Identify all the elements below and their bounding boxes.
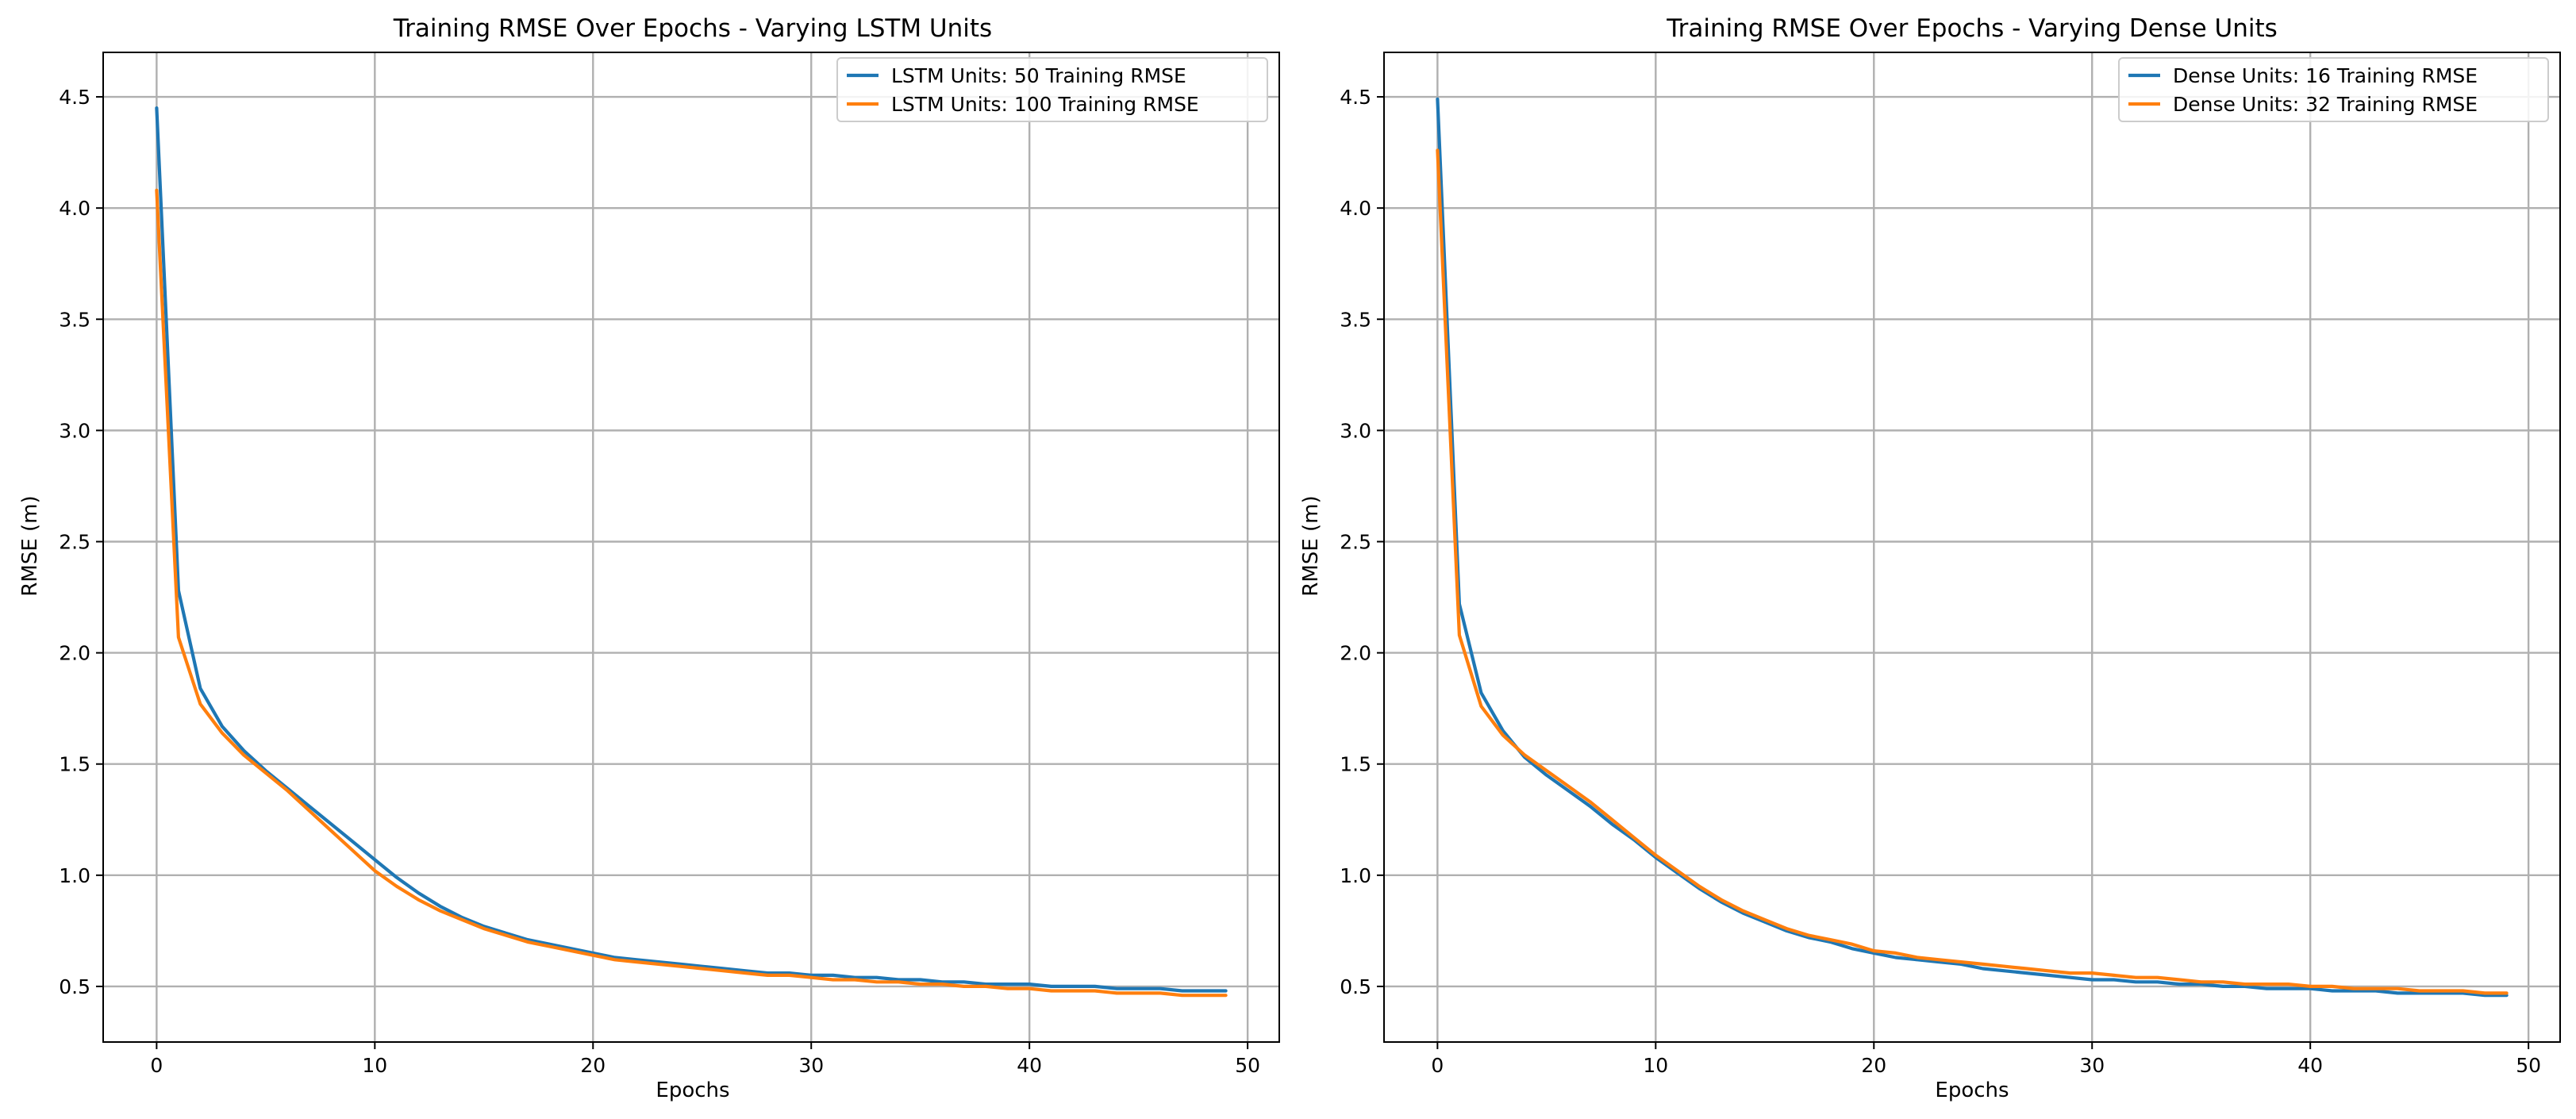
legend: Dense Units: 16 Training RMSE Dense Units… xyxy=(2118,57,2549,122)
x-tick-label: 30 xyxy=(2079,1054,2105,1077)
legend-label-2: Dense Units: 32 Training RMSE xyxy=(2173,93,2478,116)
y-axis-label: RMSE (m) xyxy=(18,495,42,596)
y-tick-label: 4.5 xyxy=(1340,86,1371,109)
x-axis-label: Epochs xyxy=(1935,1079,2009,1102)
y-tick-label: 3.5 xyxy=(59,308,90,331)
x-tick-label: 0 xyxy=(1431,1054,1444,1077)
y-axis-label: RMSE (m) xyxy=(1299,495,1323,596)
y-tick-label: 2.0 xyxy=(1340,642,1371,665)
y-tick-label: 2.5 xyxy=(1340,530,1371,553)
x-tick-label: 50 xyxy=(2516,1054,2541,1077)
legend-label-1: LSTM Units: 50 Training RMSE xyxy=(891,64,1186,87)
y-tick-label: 0.5 xyxy=(59,975,90,998)
chart-lstm-units: Training RMSE Over Epochs - Varying LSTM… xyxy=(18,14,1280,1102)
y-tick-label: 1.0 xyxy=(59,864,90,887)
chart-title: Training RMSE Over Epochs - Varying Dens… xyxy=(1666,14,2278,43)
y-tick-label: 4.5 xyxy=(59,86,90,109)
x-tick-label: 10 xyxy=(1643,1054,1668,1077)
series-line-2 xyxy=(1436,148,2509,995)
y-tick-label: 1.5 xyxy=(59,753,90,776)
plot-frame xyxy=(1383,52,2561,1043)
legend-label-2: LSTM Units: 100 Training RMSE xyxy=(891,93,1199,116)
y-tick-label: 3.0 xyxy=(59,419,90,442)
y-tick-label: 3.0 xyxy=(1340,419,1371,442)
series-line-2 xyxy=(155,188,1228,998)
y-tick-label: 4.0 xyxy=(1340,197,1371,220)
y-tick-label: 4.0 xyxy=(59,197,90,220)
y-tick-label: 2.5 xyxy=(59,530,90,553)
y-tick-label: 1.5 xyxy=(1340,753,1371,776)
legend-box xyxy=(836,57,1268,122)
x-tick-label: 50 xyxy=(1235,1054,1260,1077)
series-line-1 xyxy=(155,106,1228,993)
legend-box xyxy=(2118,57,2549,122)
x-tick-label: 40 xyxy=(2297,1054,2323,1077)
x-tick-label: 40 xyxy=(1017,1054,1042,1077)
y-tick-label: 3.5 xyxy=(1340,308,1371,331)
legend-label-1: Dense Units: 16 Training RMSE xyxy=(2173,64,2478,87)
chart-title: Training RMSE Over Epochs - Varying LSTM… xyxy=(393,14,992,43)
y-tick-label: 0.5 xyxy=(1340,975,1371,998)
x-tick-label: 0 xyxy=(150,1054,163,1077)
x-tick-label: 20 xyxy=(580,1054,606,1077)
x-tick-label: 20 xyxy=(1861,1054,1886,1077)
x-tick-label: 10 xyxy=(362,1054,387,1077)
legend: LSTM Units: 50 Training RMSE LSTM Units: … xyxy=(836,57,1268,122)
y-tick-label: 1.0 xyxy=(1340,864,1371,887)
plot-frame xyxy=(102,52,1280,1043)
x-tick-label: 30 xyxy=(798,1054,824,1077)
y-tick-label: 2.0 xyxy=(59,642,90,665)
x-axis-label: Epochs xyxy=(656,1079,729,1102)
series-line-1 xyxy=(1436,97,2509,998)
chart-dense-units: Training RMSE Over Epochs - Varying Dens… xyxy=(1299,14,2561,1102)
